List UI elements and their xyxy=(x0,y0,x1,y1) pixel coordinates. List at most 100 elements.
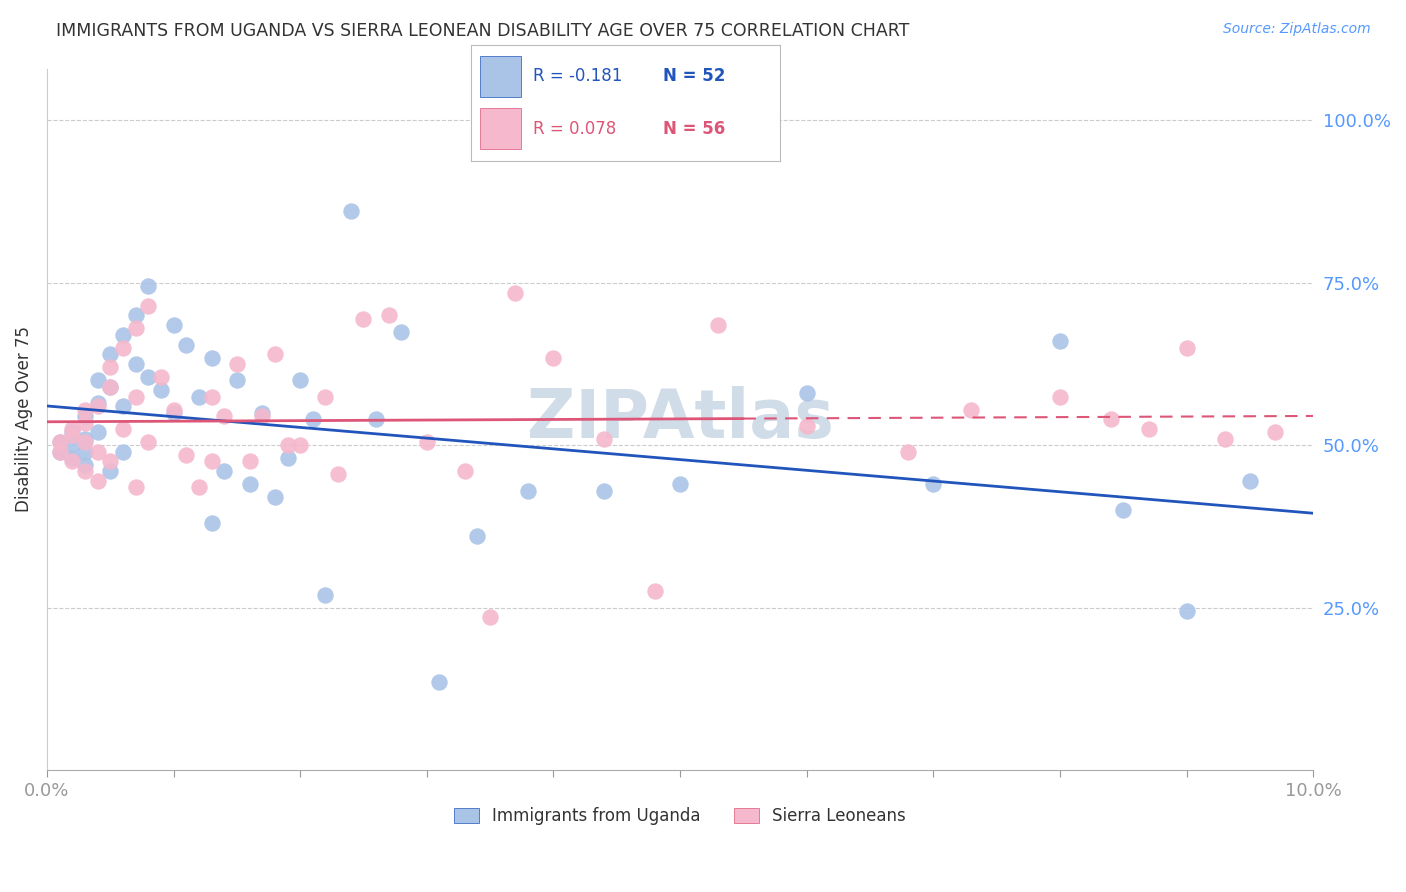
Point xyxy=(200,516,222,531)
Point xyxy=(225,357,247,371)
Point xyxy=(60,422,83,436)
Point xyxy=(86,399,108,413)
Point xyxy=(174,337,197,351)
Point xyxy=(60,454,83,468)
Point xyxy=(315,390,337,404)
Point xyxy=(48,435,70,450)
Point xyxy=(429,675,451,690)
Point xyxy=(250,406,273,420)
Point xyxy=(353,311,375,326)
Legend: Immigrants from Uganda, Sierra Leoneans: Immigrants from Uganda, Sierra Leoneans xyxy=(454,806,907,825)
Point xyxy=(73,432,96,446)
Text: N = 52: N = 52 xyxy=(662,68,725,86)
Point xyxy=(86,444,108,458)
Bar xyxy=(481,56,520,97)
Point xyxy=(1112,503,1135,517)
Text: IMMIGRANTS FROM UGANDA VS SIERRA LEONEAN DISABILITY AGE OVER 75 CORRELATION CHAR: IMMIGRANTS FROM UGANDA VS SIERRA LEONEAN… xyxy=(56,22,910,40)
Point xyxy=(669,477,692,491)
Point xyxy=(124,390,146,404)
Point xyxy=(187,390,209,404)
Point xyxy=(1213,432,1236,446)
Point xyxy=(391,325,413,339)
Point xyxy=(328,467,350,482)
Point xyxy=(288,373,311,387)
Point xyxy=(593,483,616,498)
Point xyxy=(162,318,184,332)
Point xyxy=(796,386,818,401)
Point xyxy=(98,360,121,375)
Point xyxy=(162,402,184,417)
Point xyxy=(1264,425,1286,440)
Point xyxy=(543,351,565,365)
Point xyxy=(73,435,96,450)
Point xyxy=(276,438,298,452)
Point xyxy=(1175,341,1198,355)
Point xyxy=(60,425,83,440)
Point xyxy=(174,448,197,462)
Point xyxy=(73,464,96,478)
Point xyxy=(48,435,70,450)
Point xyxy=(73,402,96,417)
Point xyxy=(288,438,311,452)
Point xyxy=(111,327,134,342)
Point xyxy=(86,474,108,488)
Point xyxy=(263,490,285,504)
Point xyxy=(162,406,184,420)
Point xyxy=(73,409,96,423)
Point xyxy=(73,458,96,472)
Text: N = 56: N = 56 xyxy=(662,120,725,137)
Point xyxy=(238,454,260,468)
Point xyxy=(238,477,260,491)
Point xyxy=(1049,390,1071,404)
Point xyxy=(212,464,235,478)
Text: R = 0.078: R = 0.078 xyxy=(533,120,616,137)
Point xyxy=(60,428,83,442)
Point xyxy=(111,444,134,458)
Point xyxy=(73,444,96,458)
Point xyxy=(416,435,439,450)
Point xyxy=(200,454,222,468)
Point xyxy=(301,412,323,426)
Point xyxy=(505,285,527,300)
Point xyxy=(124,480,146,494)
Point xyxy=(225,373,247,387)
Point xyxy=(378,309,401,323)
Point xyxy=(111,341,134,355)
Point xyxy=(1049,334,1071,349)
Point xyxy=(136,435,159,450)
Point xyxy=(315,588,337,602)
Point xyxy=(517,483,540,498)
Point xyxy=(48,444,70,458)
Point xyxy=(1239,474,1261,488)
Point xyxy=(796,418,818,433)
Point xyxy=(136,299,159,313)
Point xyxy=(200,390,222,404)
Point xyxy=(212,409,235,423)
Point xyxy=(98,380,121,394)
Point xyxy=(960,402,983,417)
Point xyxy=(263,347,285,361)
Y-axis label: Disability Age Over 75: Disability Age Over 75 xyxy=(15,326,32,512)
Point xyxy=(479,610,502,624)
Point xyxy=(897,444,920,458)
Point xyxy=(340,204,363,219)
Point xyxy=(124,321,146,335)
Text: R = -0.181: R = -0.181 xyxy=(533,68,623,86)
Point xyxy=(644,584,666,599)
Point xyxy=(149,370,172,384)
Point xyxy=(1175,604,1198,618)
Point xyxy=(454,464,477,478)
Point xyxy=(276,451,298,466)
Point xyxy=(111,399,134,413)
Point xyxy=(73,416,96,430)
Point xyxy=(98,380,121,394)
Point xyxy=(467,529,489,543)
Point xyxy=(149,383,172,397)
Point xyxy=(136,370,159,384)
Point xyxy=(1099,412,1122,426)
Point xyxy=(60,438,83,452)
Bar xyxy=(481,109,520,149)
Point xyxy=(922,477,945,491)
Point xyxy=(136,279,159,293)
Point xyxy=(86,396,108,410)
